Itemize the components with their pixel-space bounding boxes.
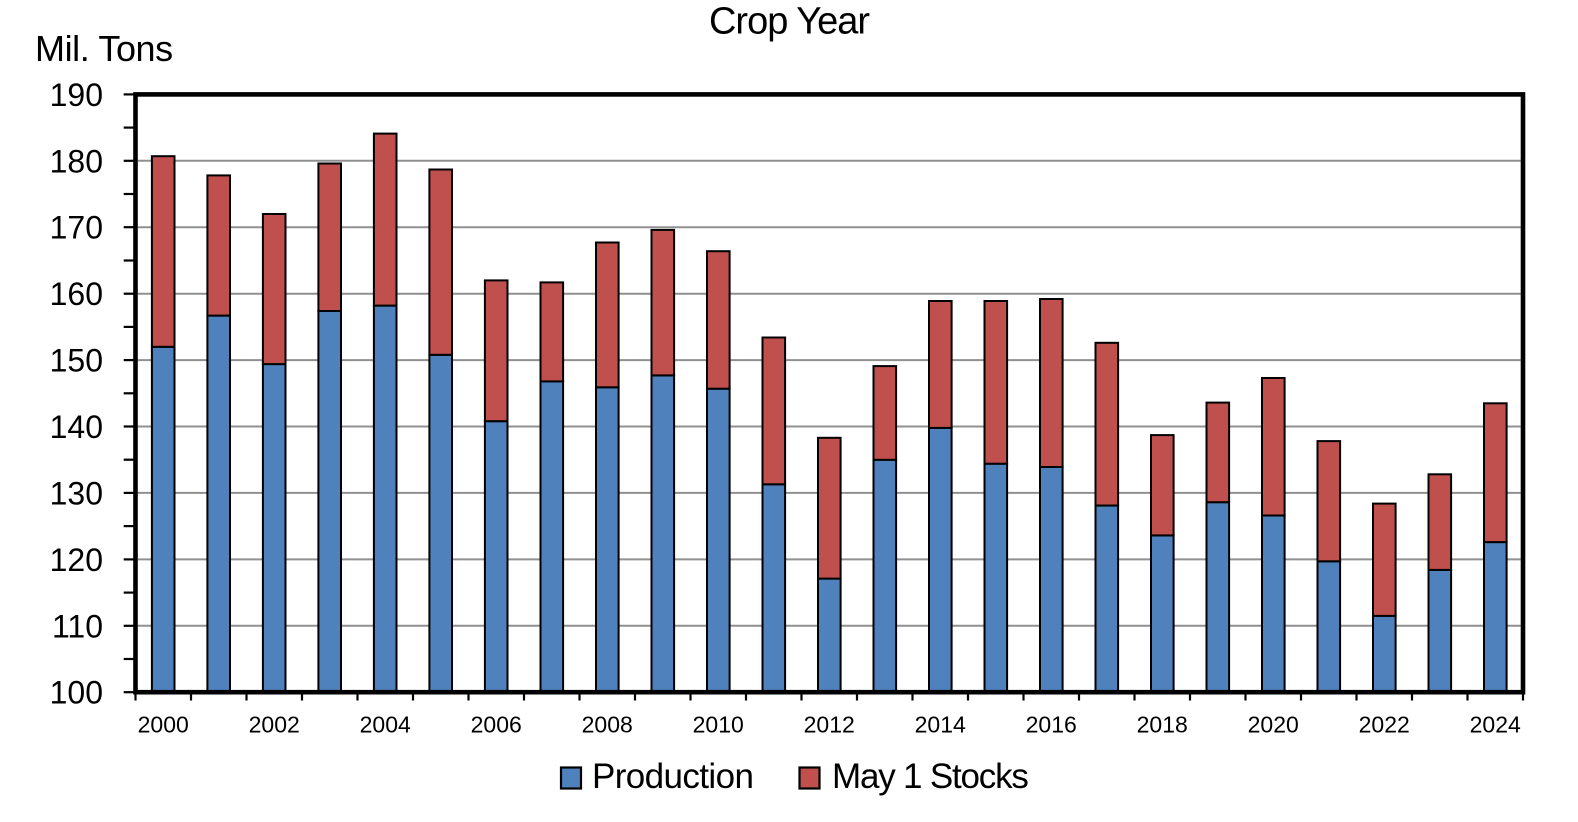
svg-text:2002: 2002 xyxy=(249,712,300,738)
svg-text:2016: 2016 xyxy=(1026,712,1077,738)
svg-text:150: 150 xyxy=(50,343,103,379)
svg-text:130: 130 xyxy=(50,475,103,511)
svg-text:Mil. Tons: Mil. Tons xyxy=(35,28,173,69)
svg-text:170: 170 xyxy=(50,210,103,246)
svg-text:2022: 2022 xyxy=(1359,712,1410,738)
svg-text:May 1 Stocks: May 1 Stocks xyxy=(832,757,1028,796)
svg-text:2018: 2018 xyxy=(1137,712,1188,738)
svg-text:2024: 2024 xyxy=(1470,712,1521,738)
svg-text:2012: 2012 xyxy=(804,712,855,738)
svg-text:160: 160 xyxy=(50,276,103,312)
svg-text:120: 120 xyxy=(50,542,103,578)
svg-text:180: 180 xyxy=(50,143,103,179)
svg-text:2004: 2004 xyxy=(360,712,411,738)
svg-text:2010: 2010 xyxy=(693,712,744,738)
svg-text:2014: 2014 xyxy=(915,712,966,738)
svg-text:Production: Production xyxy=(592,757,753,796)
svg-text:2008: 2008 xyxy=(582,712,633,738)
svg-text:2020: 2020 xyxy=(1248,712,1299,738)
svg-text:110: 110 xyxy=(52,608,103,644)
svg-text:140: 140 xyxy=(50,409,103,445)
svg-text:190: 190 xyxy=(50,77,103,113)
svg-text:100: 100 xyxy=(50,675,103,711)
svg-text:Crop Year: Crop Year xyxy=(709,1,870,43)
svg-text:2006: 2006 xyxy=(471,712,522,738)
svg-text:2000: 2000 xyxy=(138,712,189,738)
